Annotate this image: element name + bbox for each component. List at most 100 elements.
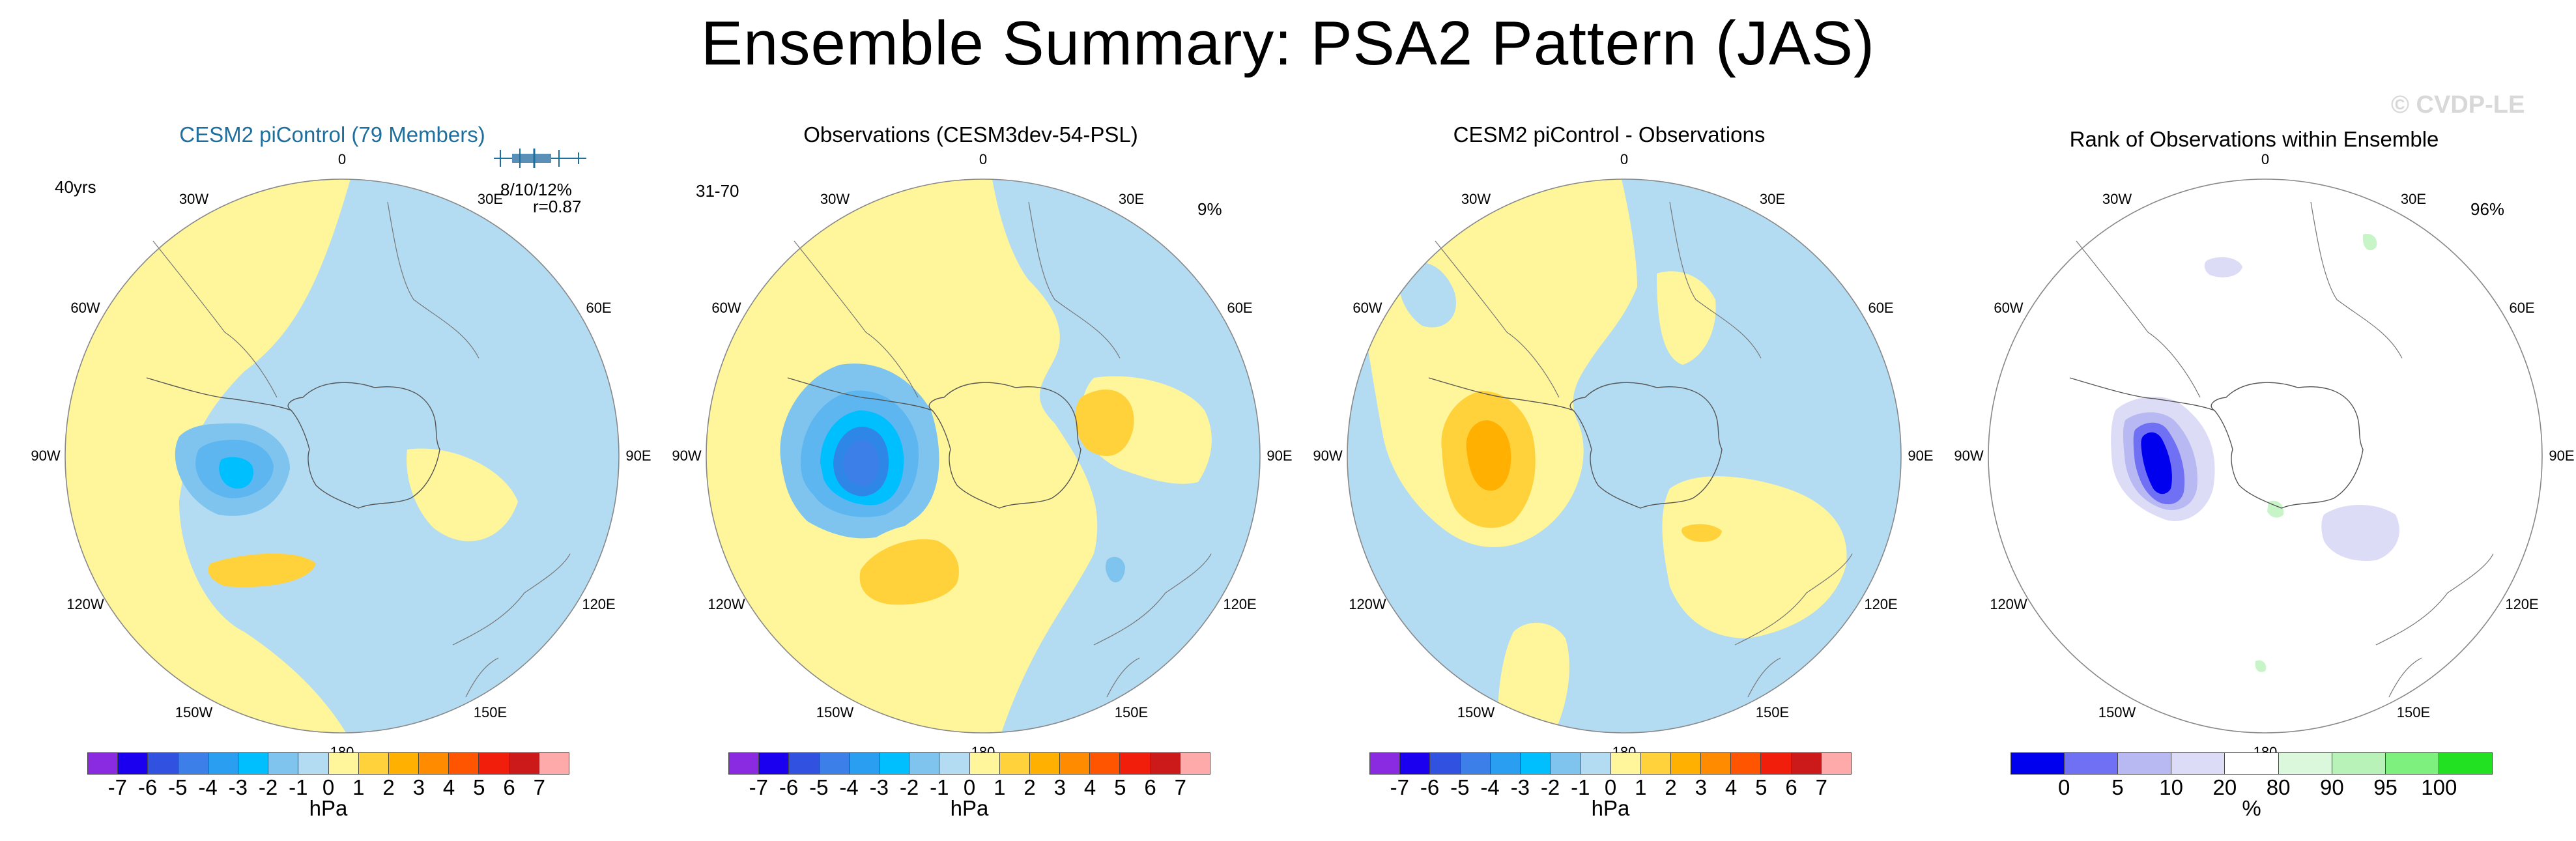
longitude-label-r60: 60E (2509, 299, 2535, 316)
continent-coastline (452, 553, 571, 646)
map-panel-3 (1347, 178, 1902, 734)
colorbar-tick-label: -1 (1571, 775, 1590, 799)
colorbar-swatch (418, 753, 449, 774)
panel-1-rank: 8/10/12% (500, 180, 572, 199)
peninsula-coastline (1428, 377, 1574, 411)
positive-region-east (407, 448, 518, 541)
continent-coastline (465, 657, 499, 698)
antarctica-coastline (928, 382, 1081, 509)
colorbar-tick-label: 100 (2421, 775, 2457, 799)
panel-1-rank-minibar (494, 149, 586, 168)
colorbar-tick-label: 20 (2212, 775, 2237, 799)
antarctica-coastline (287, 382, 440, 509)
rank-20-indian (2321, 505, 2399, 561)
longitude-label-r150: 150E (1114, 704, 1149, 721)
colorbar-tick-label: -6 (137, 775, 158, 799)
colorbar-swatch (878, 753, 909, 774)
positive-region-indian (1662, 476, 1847, 638)
longitude-label-l30: 30W (820, 190, 850, 207)
colorbar-swatch (2331, 753, 2385, 774)
continent-coastline (2375, 553, 2494, 646)
colorbar-tick-label: 7 (533, 775, 545, 799)
longitude-label-l30: 30W (1461, 190, 1491, 207)
longitude-label-r30: 30E (2400, 190, 2427, 207)
colorbar-swatch (2064, 753, 2118, 774)
colorbar-tick-label: 0 (963, 775, 976, 799)
colorbar-swatch (1089, 753, 1120, 774)
longitude-label-l150: 150W (175, 704, 213, 721)
colorbar-tick-label: 80 (2266, 775, 2291, 799)
longitude-label-r90: 90E (625, 448, 651, 464)
colorbar-swatch (1519, 753, 1551, 774)
longitude-label-r120: 120E (582, 595, 616, 612)
longitude-label-l150: 150W (1457, 704, 1495, 721)
colorbar-tick-label: 1 (1635, 775, 1647, 799)
panel-4-title: Rank of Observations within Ensemble (2069, 127, 2439, 151)
colorbar-swatch (848, 753, 879, 774)
longitude-label-top: 0 (337, 151, 347, 167)
colorbar-swatch (818, 753, 849, 774)
peninsula-coastline (2069, 377, 2215, 411)
longitude-label-l150: 150W (816, 704, 854, 721)
colorbar-unit: hPa (950, 796, 989, 820)
continent-coastline (1106, 657, 1140, 698)
colorbar-swatch (1179, 753, 1210, 774)
longitude-label-r90: 90E (1267, 448, 1293, 464)
continent-coastline (2076, 240, 2201, 398)
colorbar-swatch (788, 753, 819, 774)
colorbar-swatch (758, 753, 789, 774)
rank-80-patch-south (2255, 660, 2267, 672)
colorbar-unit: hPa (1591, 796, 1630, 820)
colorbar-tick-label: -7 (107, 775, 127, 799)
colorbar-tick-label: 6 (1785, 775, 1797, 799)
longitude-label-l120: 120W (1349, 595, 1386, 612)
longitude-label-l120: 120W (708, 595, 745, 612)
colorbar-swatch (538, 753, 569, 774)
colorbar-swatch (1550, 753, 1581, 774)
colorbar-tick-label: -4 (839, 775, 859, 799)
colorbar-tick-label: 0 (2058, 775, 2070, 799)
longitude-label-top: 0 (2261, 151, 2270, 167)
longitude-label-l90: 90W (1313, 448, 1343, 464)
colorbar-tick-label: 5 (473, 775, 485, 799)
colorbar-tick-label: 4 (1724, 775, 1738, 799)
continent-coastline (2388, 657, 2422, 698)
colorbar-swatch (939, 753, 969, 774)
continent-coastline (1734, 553, 1853, 646)
longitude-label-l90: 90W (31, 448, 61, 464)
colorbar-tick-label: 1 (352, 775, 365, 799)
antarctica-coastline (1569, 382, 1723, 509)
colorbar-swatch (2224, 753, 2278, 774)
colorbar-tick-label: -1 (289, 775, 308, 799)
colorbar-tick-label: -7 (749, 775, 768, 799)
colorbar-tick-label: 7 (1815, 775, 1827, 799)
colorbar-swatch (2438, 753, 2492, 774)
longitude-label-l60: 60W (1994, 299, 2024, 316)
positive-contour-indian (1682, 524, 1722, 542)
colorbar-tick-label: -2 (899, 775, 919, 799)
map-field (1988, 179, 2542, 733)
colorbar-tick-label: 3 (412, 775, 425, 799)
colorbar-unit: % (2242, 796, 2261, 820)
colorbar-tick-label: -6 (779, 775, 799, 799)
colorbar-swatch (358, 753, 388, 774)
colorbar-tick-label: 7 (1174, 775, 1186, 799)
colorbar-tick-label: -3 (1510, 775, 1530, 799)
colorbar-swatch (1399, 753, 1430, 774)
longitude-label-r30: 30E (1118, 190, 1145, 207)
colorbar-tick-label: 2 (382, 775, 395, 799)
colorbar-tick-label: 0 (1604, 775, 1617, 799)
colorbar-swatch (1730, 753, 1761, 774)
colorbar-tick-label: 95 (2373, 775, 2397, 799)
continent-coastline (1747, 657, 1781, 698)
panel-1-corr: r=0.87 (533, 197, 582, 216)
longitude-label-top: 0 (1620, 151, 1629, 167)
longitude-label-l150: 150W (2098, 704, 2136, 721)
antarctica-coastline (2211, 382, 2364, 509)
colorbar-swatch (999, 753, 1029, 774)
colorbar-tick-label: -2 (1540, 775, 1560, 799)
colorbar-swatch (2011, 753, 2065, 774)
negative-contour-australia (1105, 556, 1125, 582)
colorbar-swatch (508, 753, 539, 774)
longitude-label-l90: 90W (672, 448, 702, 464)
